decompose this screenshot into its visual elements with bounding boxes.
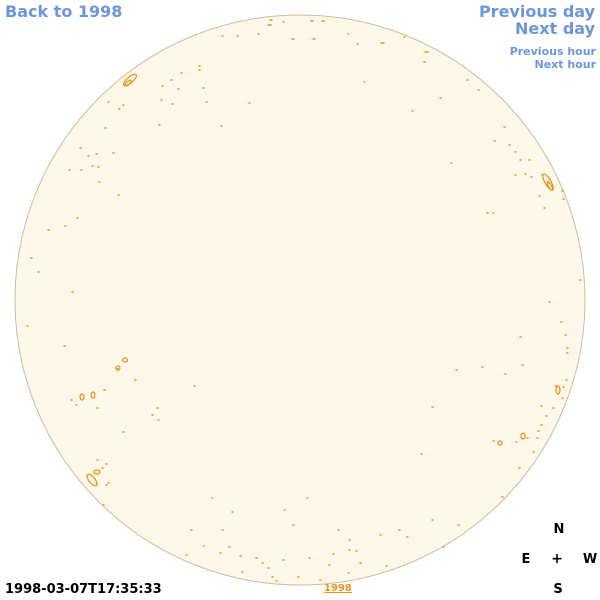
- next-hour-link[interactable]: Next hour: [534, 58, 597, 71]
- previous-hour-link[interactable]: Previous hour: [509, 45, 596, 58]
- compass-east-label: E: [521, 552, 531, 567]
- compass-west-label: W: [582, 552, 598, 567]
- small-contour-specks: [26, 19, 582, 582]
- sun-disk: [14, 14, 586, 586]
- year-link[interactable]: 1998: [324, 583, 352, 594]
- compass-south-label: S: [553, 582, 563, 597]
- next-day-link[interactable]: Next day: [515, 19, 595, 38]
- compass-center-cross: +: [551, 551, 563, 567]
- previous-day-link[interactable]: Previous day: [478, 2, 595, 21]
- active-region-contours: [79, 73, 561, 487]
- observation-timestamp: 1998-03-07T17:35:33: [5, 582, 162, 597]
- compass-north-label: N: [553, 522, 565, 537]
- back-to-year-link[interactable]: Back to 1998: [5, 2, 123, 21]
